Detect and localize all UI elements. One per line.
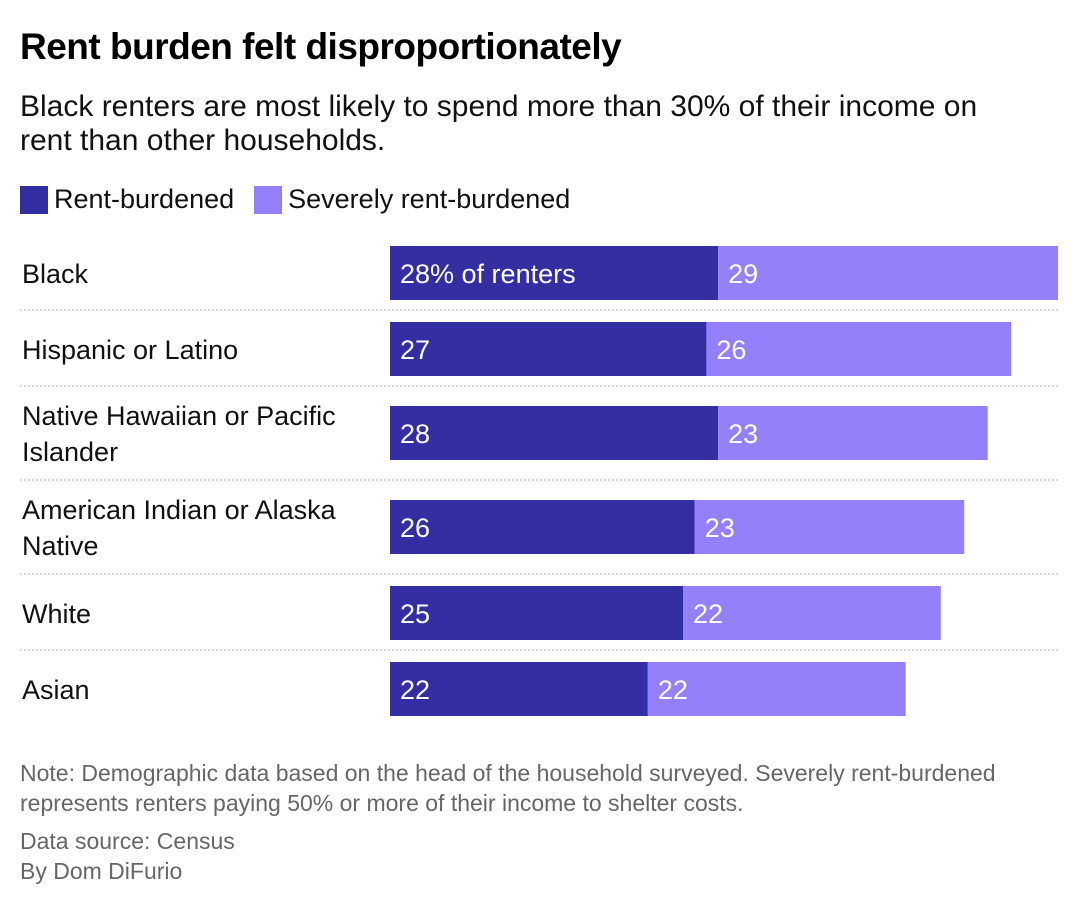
data-source: Data source: Census [20, 828, 235, 854]
chart-subtitle: Black renters are most likely to spend m… [20, 90, 978, 157]
legend-label: Severely rent-burdened [288, 184, 571, 214]
bar-severely-rent-burdened [706, 322, 1012, 376]
data-label: 29 [728, 259, 758, 289]
data-label: 25 [400, 599, 430, 629]
bar-severely-rent-burdened [647, 662, 906, 716]
bar-severely-rent-burdened [682, 586, 941, 640]
bar-rent-burdened [390, 322, 707, 376]
legend: Rent-burdened Severely rent-burdened [20, 184, 590, 215]
data-label: 23 [728, 419, 758, 449]
legend-label: Rent-burdened [54, 184, 235, 214]
bar-severely-rent-burdened [718, 406, 988, 460]
chart-title: Rent burden felt disproportionately [20, 26, 622, 67]
data-label: 28 [400, 419, 430, 449]
bar-chart: Black 28% of renters 29 Hispanic or Latino 2… [20, 246, 1058, 716]
bar-severely-rent-burdened [718, 246, 1058, 300]
bar-rent-burdened [390, 246, 719, 300]
category-label: Native Hawaiian or Pacific Islander [22, 401, 336, 467]
bar-rent-burdened [390, 500, 695, 554]
category-label: American Indian or Alaska Native [22, 495, 337, 561]
bar-rent-burdened [390, 586, 683, 640]
footnote: Note: Demographic data based on the head… [20, 760, 996, 816]
bar-severely-rent-burdened [694, 500, 965, 554]
data-label: 23 [705, 513, 735, 543]
data-label: 22 [658, 675, 688, 705]
data-label: 27 [400, 335, 430, 365]
category-label: White [22, 599, 91, 629]
byline: By Dom DiFurio [20, 858, 183, 884]
category-label: Asian [22, 675, 90, 705]
category-label: Hispanic or Latino [22, 335, 238, 365]
category-label: Black [22, 259, 89, 289]
data-label: 28% of renters [400, 259, 576, 289]
bar-rent-burdened [390, 406, 719, 460]
data-label: 26 [716, 335, 746, 365]
legend-swatch-rent-burdened [20, 185, 48, 214]
legend-item-severely-rent-burdened: Severely rent-burdened [254, 184, 570, 215]
legend-item-rent-burdened: Rent-burdened [20, 184, 234, 215]
bar-rent-burdened [390, 662, 648, 716]
data-label: 22 [400, 675, 430, 705]
data-label: 22 [693, 599, 723, 629]
data-label: 26 [400, 513, 430, 543]
legend-swatch-severely-rent-burdened [254, 185, 283, 214]
